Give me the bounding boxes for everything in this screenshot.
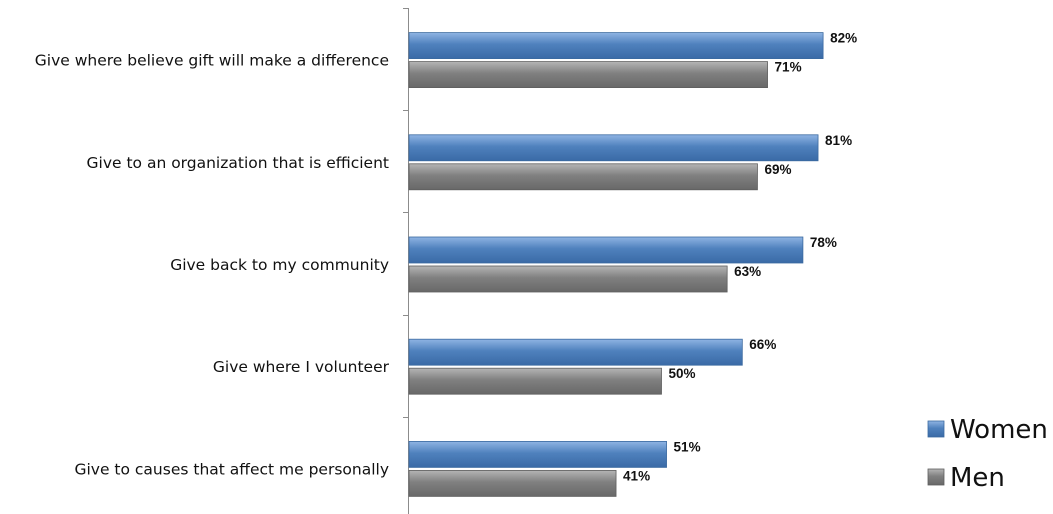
bar-men-1 (408, 61, 768, 88)
legend-swatch-men (927, 468, 945, 486)
label-layer: Give where believe gift will make a diff… (35, 31, 857, 484)
data-label-women-1: 82% (830, 31, 857, 46)
data-label-men-4: 50% (669, 366, 696, 381)
data-label-women-4: 66% (749, 337, 776, 352)
legend-swatch-women (927, 420, 945, 438)
category-label-give-to-causes-that-affect-me-personally: Give to causes that affect me personally (74, 460, 389, 478)
data-label-men-2: 69% (764, 162, 791, 177)
legend-label-men: Men (950, 463, 1005, 493)
bar-women-3 (408, 236, 804, 264)
bar-women-4 (408, 338, 743, 366)
data-label-women-2: 81% (825, 133, 852, 148)
data-label-men-3: 63% (734, 264, 761, 279)
data-label-men-5: 41% (623, 468, 650, 483)
category-label-give-where-believe-gift-will-make-a-diff: Give where believe gift will make a diff… (35, 52, 389, 70)
bar-men-2 (408, 163, 758, 191)
data-label-women-3: 78% (810, 235, 837, 250)
data-label-women-5: 51% (674, 439, 701, 454)
legend: Women Men (927, 415, 1048, 493)
category-label-give-to-an-organization-that-is-efficien: Give to an organization that is efficien… (87, 154, 390, 172)
bar-women-1 (408, 32, 824, 59)
bar-series-layer (408, 32, 824, 497)
legend-label-women: Women (950, 415, 1048, 445)
bar-men-4 (408, 367, 662, 395)
category-label-give-where-i-volunteer: Give where I volunteer (213, 358, 390, 376)
category-label-give-back-to-my-community: Give back to my community (170, 256, 389, 274)
bar-men-3 (408, 265, 728, 293)
bar-men-5 (408, 469, 617, 497)
category-axis (403, 8, 409, 514)
data-label-men-1: 71% (775, 60, 802, 75)
bar-women-5 (408, 440, 667, 468)
bar-women-2 (408, 134, 819, 162)
